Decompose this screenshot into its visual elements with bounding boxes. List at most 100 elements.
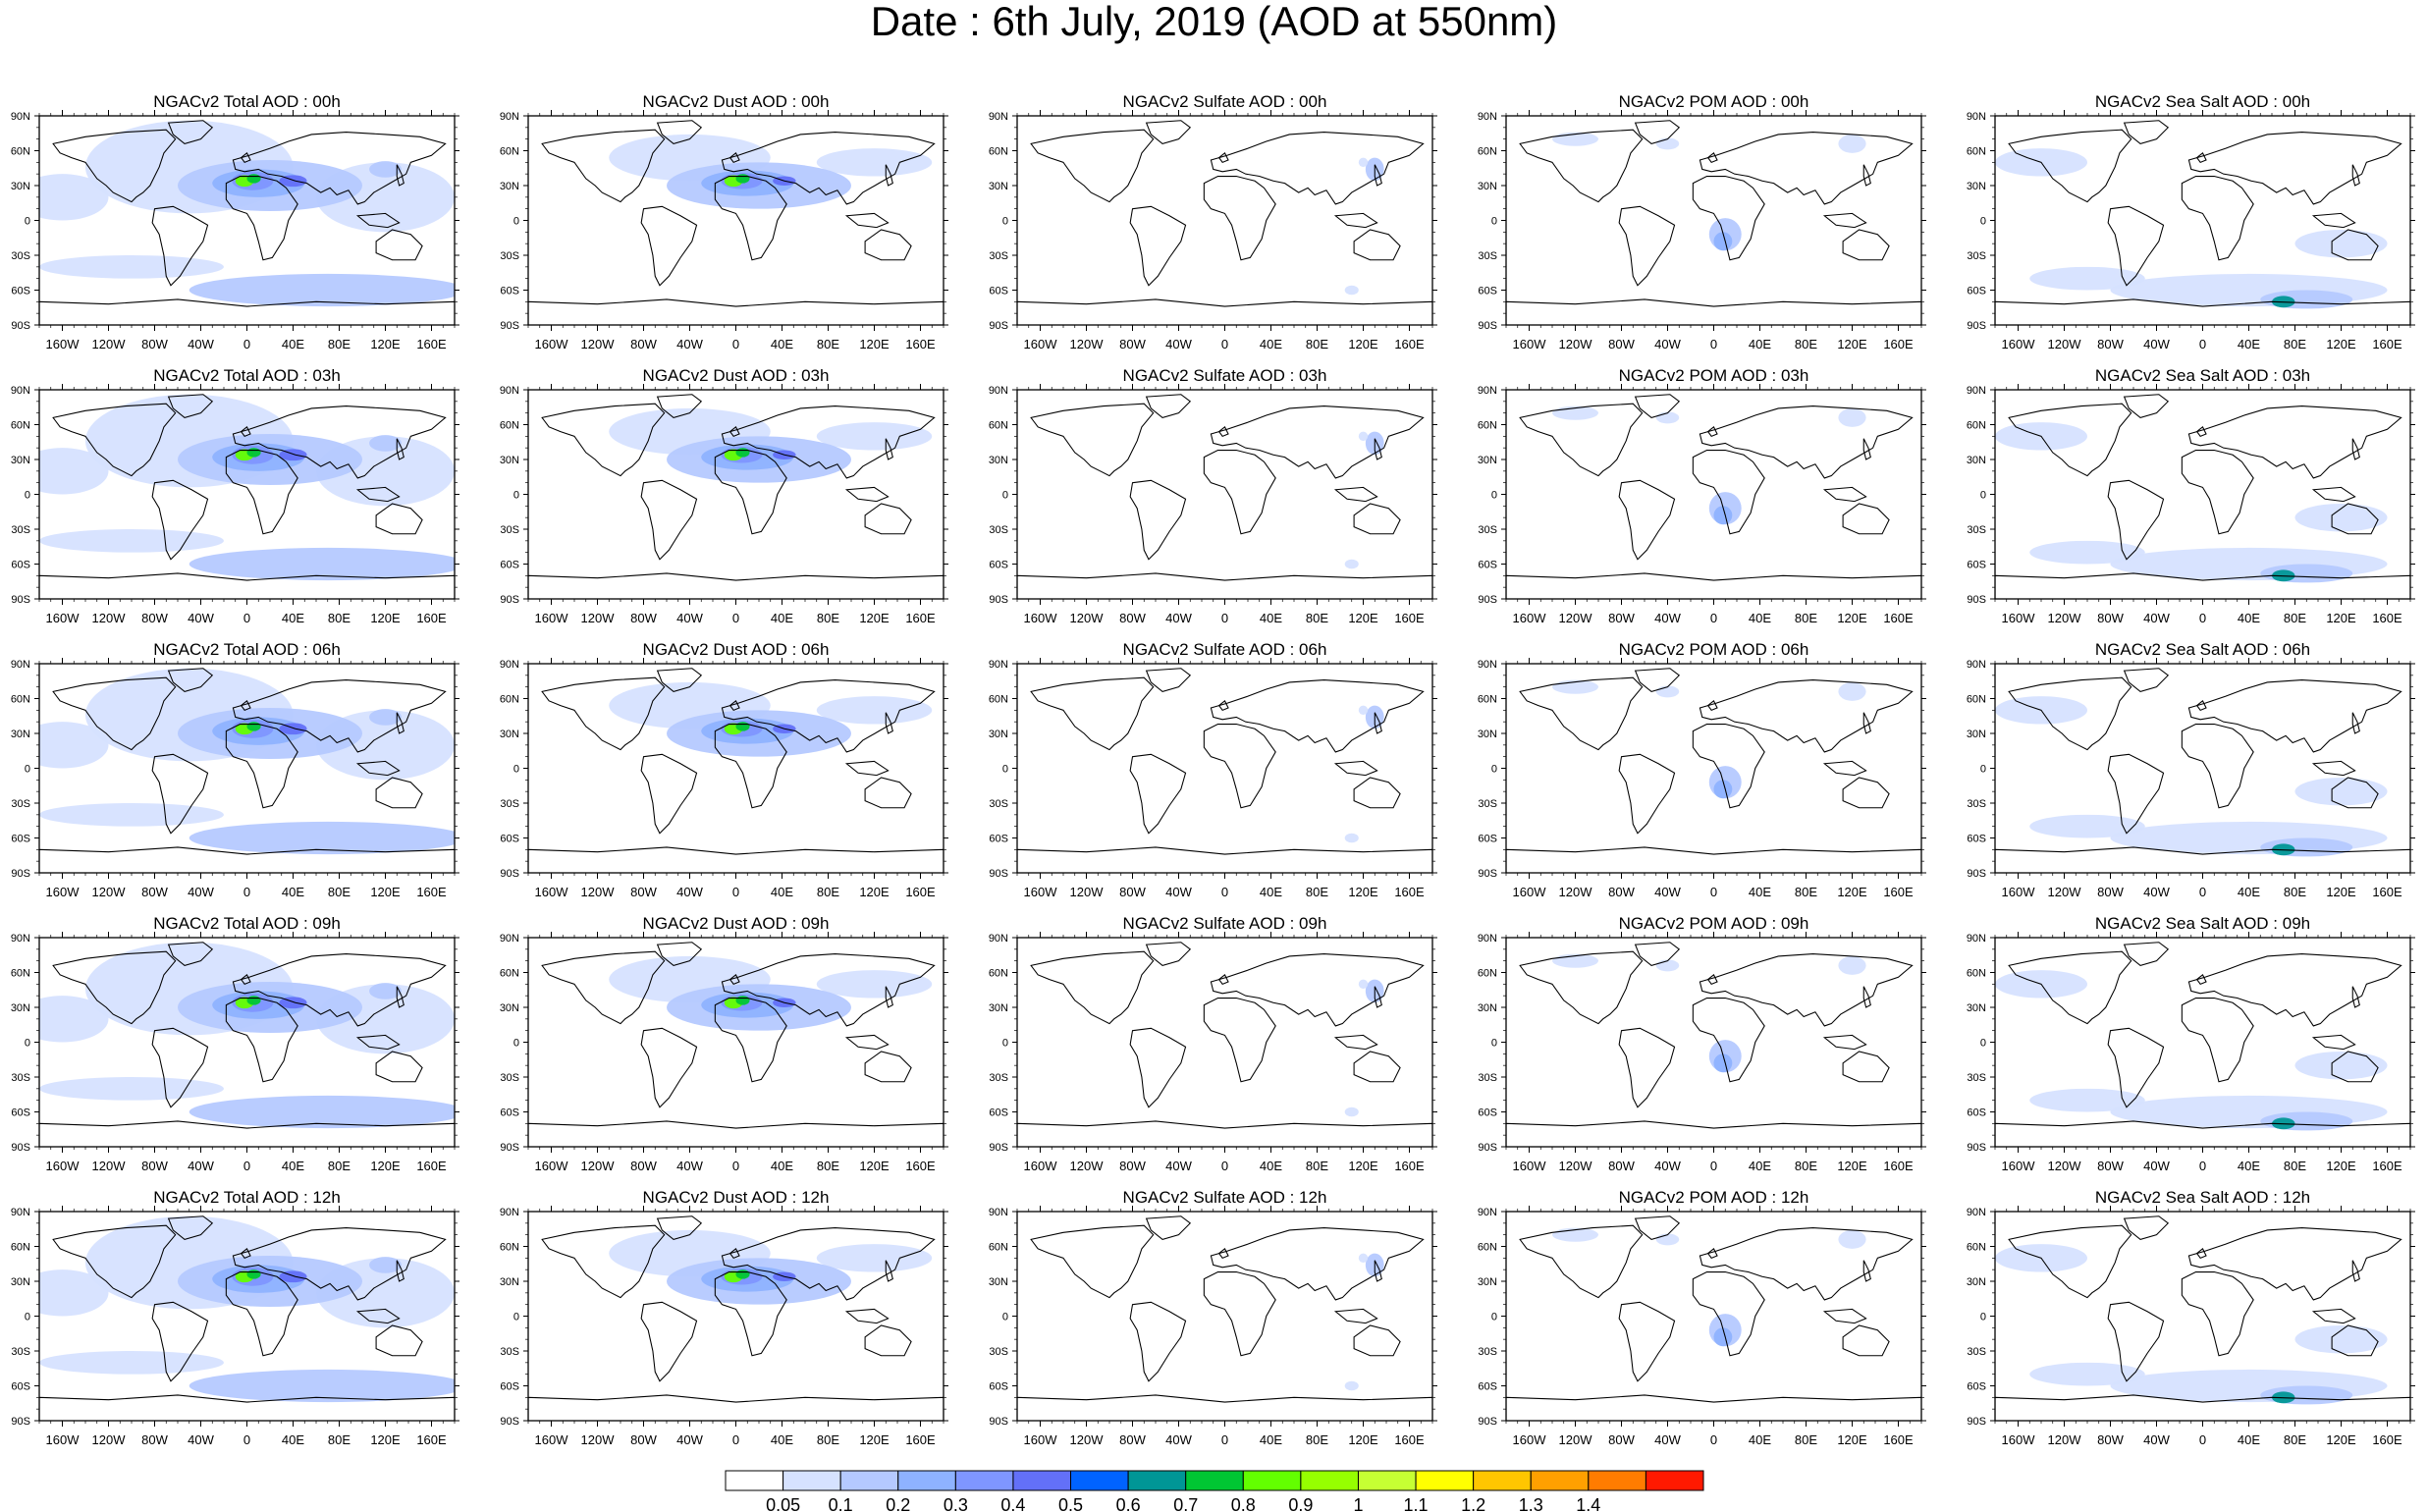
lat-tick-label: 90S [1478, 1416, 1497, 1428]
lat-tick-label: 60S [989, 834, 1008, 845]
aod-plume [816, 970, 933, 999]
aod-plume [1838, 407, 1866, 427]
lon-tick-label: 40W [1165, 611, 1192, 625]
lon-tick-label: 40W [676, 1432, 703, 1447]
aod-field [1506, 116, 1921, 326]
lat-tick-label: 30S [1967, 1346, 1986, 1358]
lon-tick-label: 0 [1710, 337, 1717, 351]
lat-tick-label: 30N [1967, 455, 1986, 466]
lon-tick-label: 120E [1837, 1159, 1867, 1173]
lon-tick-label: 160W [46, 611, 81, 625]
lat-tick-label: 0 [25, 764, 30, 776]
lon-tick-label: 80E [328, 885, 351, 899]
lon-tick-label: 80W [630, 337, 657, 351]
aod-plume [1358, 157, 1369, 168]
aod-plume [2294, 1324, 2388, 1354]
lat-tick-label: 60N [500, 420, 519, 432]
lon-tick-label: 0 [732, 611, 739, 625]
lon-tick-label: 160E [1883, 611, 1914, 625]
aod-plume [816, 148, 933, 177]
aod-plume [189, 1369, 455, 1403]
aod-plume [189, 821, 455, 855]
lon-tick-label: 80W [630, 611, 657, 625]
lon-tick-label: 160W [1513, 1159, 1547, 1173]
lat-tick-label: 0 [1980, 1038, 1986, 1050]
lat-tick-label: 60S [1478, 1381, 1497, 1393]
aod-field [1017, 938, 1432, 1148]
lon-tick-label: 80E [2284, 337, 2306, 351]
aod-plume [2029, 540, 2145, 565]
lat-tick-label: 30N [1478, 729, 1497, 740]
lat-tick-label: 60N [11, 694, 30, 706]
lon-tick-label: 160E [416, 611, 447, 625]
lat-tick-label: 60N [1478, 694, 1497, 706]
lat-tick-label: 30S [1478, 524, 1497, 536]
lat-tick-label: 90S [1478, 868, 1497, 880]
aod-field [1506, 938, 1921, 1148]
lon-tick-label: 40W [1165, 1432, 1192, 1447]
lat-tick-label: 30N [989, 1002, 1008, 1014]
aod-plume [246, 722, 261, 731]
lon-tick-label: 0 [732, 885, 739, 899]
lon-tick-label: 40E [2238, 1432, 2260, 1447]
colorbar-label: 1.3 [1519, 1495, 1543, 1512]
lon-tick-label: 80E [817, 611, 839, 625]
lon-tick-label: 120W [92, 611, 127, 625]
lat-tick-label: 90S [989, 320, 1008, 332]
lon-tick-label: 0 [2199, 337, 2206, 351]
lon-tick-label: 40E [1260, 1159, 1282, 1173]
lat-tick-label: 0 [25, 490, 30, 502]
lat-tick-label: 30N [1967, 1002, 1986, 1014]
lon-tick-label: 120E [2326, 1159, 2356, 1173]
lon-tick-label: 160E [905, 885, 936, 899]
aod-plume [1344, 1107, 1359, 1117]
lon-tick-label: 120W [2048, 611, 2082, 625]
lon-tick-label: 80E [1306, 885, 1328, 899]
lon-tick-label: 0 [1221, 885, 1228, 899]
lat-tick-label: 0 [1002, 490, 1008, 502]
lon-tick-label: 80E [1795, 1159, 1817, 1173]
colorbar-swatch [1415, 1470, 1475, 1491]
lat-tick-label: 90N [11, 1207, 30, 1218]
lon-tick-label: 40W [676, 885, 703, 899]
colorbar-label: 1.4 [1576, 1495, 1600, 1512]
lat-tick-label: 30N [1967, 1276, 1986, 1288]
lon-tick-label: 160E [2372, 1159, 2402, 1173]
lat-tick-label: 0 [25, 1038, 30, 1050]
lat-tick-label: 30N [11, 729, 30, 740]
lon-tick-label: 0 [1710, 1159, 1717, 1173]
lon-tick-label: 40E [1749, 611, 1771, 625]
colorbar-label: 0.2 [886, 1495, 910, 1512]
aod-plume [39, 174, 109, 221]
lon-tick-label: 40E [1260, 337, 1282, 351]
lon-tick-label: 80W [1608, 1432, 1635, 1447]
lon-tick-label: 80W [2097, 885, 2124, 899]
lon-tick-label: 80W [1119, 337, 1146, 351]
lat-tick-label: 0 [1491, 764, 1497, 776]
lon-tick-label: 160E [905, 1159, 936, 1173]
colorbar-label: 0.5 [1058, 1495, 1083, 1512]
lat-tick-label: 60N [500, 694, 519, 706]
map-panel: NGACv2 Dust AOD : 06h 90N 60N 30N 0 30S 60S 90S… [500, 640, 948, 899]
colorbar-swatch [1070, 1470, 1129, 1491]
aod-plume [39, 529, 224, 553]
lat-tick-label: 30N [1478, 1002, 1497, 1014]
map-panel: NGACv2 Total AOD : 12h 90N 60N 30N 0 30S 60S 90… [11, 1188, 459, 1447]
lat-tick-label: 90S [500, 594, 519, 606]
lon-tick-label: 40E [1260, 885, 1282, 899]
lon-tick-label: 80W [1119, 885, 1146, 899]
lon-tick-label: 120E [859, 611, 890, 625]
lat-tick-label: 30N [11, 1002, 30, 1014]
lat-tick-label: 60N [1478, 968, 1497, 980]
aod-plume [2029, 1362, 2145, 1386]
lat-tick-label: 90N [11, 933, 30, 945]
lat-tick-label: 30N [989, 1276, 1008, 1288]
aod-plume [1344, 285, 1359, 296]
lon-tick-label: 40E [2238, 611, 2260, 625]
aod-plume [1655, 411, 1680, 424]
lat-tick-label: 30S [11, 798, 30, 810]
lat-tick-label: 30N [500, 1276, 519, 1288]
aod-field [1506, 664, 1921, 874]
lon-tick-label: 160W [1024, 611, 1058, 625]
aod-plume [1358, 1253, 1369, 1264]
